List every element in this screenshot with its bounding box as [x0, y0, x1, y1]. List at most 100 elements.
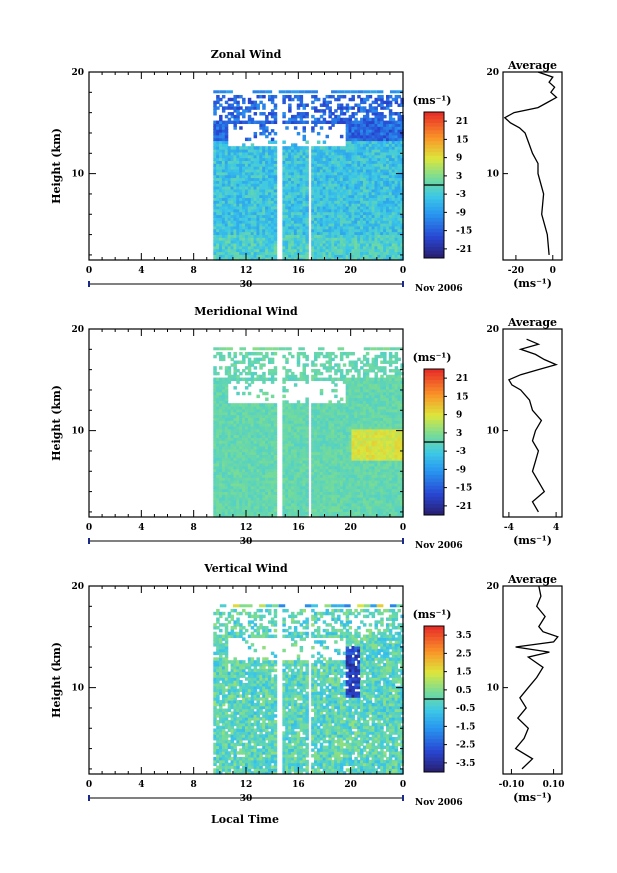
colorbar-tick-label: -3.5 [456, 759, 475, 769]
colorbar-segment [424, 203, 444, 208]
colorbar-segment [424, 500, 444, 505]
colorbar-segment [424, 644, 444, 649]
colorbar-segment [424, 115, 444, 120]
x-tick-label: 16 [292, 780, 305, 790]
profile-line [514, 585, 559, 770]
colorbar-segment [424, 445, 444, 450]
y-axis-label: Height (km) [50, 642, 63, 718]
colorbar-tick-label: 3 [456, 429, 462, 439]
colorbar-segment [424, 206, 444, 212]
x-tick-label: 8 [191, 266, 197, 276]
colorbar-segment [424, 398, 444, 403]
colorbar-tick-label: -15 [456, 484, 472, 494]
colorbar-segment [424, 427, 444, 432]
profile-x-tick-label: 0 [550, 266, 556, 276]
colorbar-segment [424, 126, 444, 131]
x-tick-label: 0 [400, 523, 406, 533]
colorbar-segment [424, 431, 444, 436]
y-tick-label: 10 [71, 684, 84, 694]
colorbar-segment [424, 677, 444, 682]
colorbar-segment [424, 474, 444, 479]
colorbar-segment [424, 485, 444, 490]
colorbar-segment [424, 706, 444, 711]
heatmap-cells [213, 604, 404, 775]
colorbar-tick-label: -21 [456, 502, 472, 512]
colorbar-segment [424, 724, 444, 729]
colorbar-segment [424, 379, 444, 385]
y-tick-label: 10 [71, 427, 84, 437]
colorbar-segment [424, 152, 444, 157]
colorbar-segment [424, 713, 444, 718]
x-tick-label: 12 [240, 523, 253, 533]
x-axis: 0 4 8 12 16 20 0 [86, 586, 406, 790]
profile-x-tick-label: -0.10 [499, 780, 525, 790]
x-tick-label: 0 [86, 266, 92, 276]
profile-unit: (ms⁻¹) [513, 534, 552, 547]
x-tick-label: 4 [138, 266, 144, 276]
colorbar-segment [424, 185, 444, 190]
colorbar-segment [424, 144, 444, 149]
colorbar-tick-label: 1.5 [456, 668, 472, 678]
colorbar-segment [424, 669, 444, 674]
colorbar-segment [424, 452, 444, 458]
colorbar-segment [424, 449, 444, 454]
colorbar-segment [424, 633, 444, 638]
x-tick-label: 0 [86, 523, 92, 533]
colorbar-segment [424, 731, 444, 736]
x-tick-label: 20 [344, 266, 357, 276]
colorbar-segment [424, 423, 444, 428]
colorbar-segment [424, 684, 444, 689]
heatmap-cells [213, 347, 404, 518]
date-label: Nov 2006 [415, 284, 463, 294]
colorbar-segment [424, 680, 444, 685]
x-tick-label: 8 [191, 780, 197, 790]
profile-frame [502, 328, 563, 518]
y-axis-label: Height (km) [50, 385, 63, 461]
colorbar-tick-label: -9 [456, 465, 466, 475]
colorbar-tick-label: -3 [456, 190, 466, 200]
colorbar-segment [424, 122, 444, 128]
colorbar-segment [424, 416, 444, 421]
colorbar-segment [424, 390, 444, 396]
colorbar-tick-label: 3.5 [456, 631, 472, 641]
x-axis: 0 4 8 12 16 20 0 [86, 72, 406, 276]
x-tick-label: 12 [240, 266, 253, 276]
y-tick-label: 20 [71, 68, 84, 78]
x-tick-label: 16 [292, 266, 305, 276]
y-tick-label: 20 [71, 325, 84, 335]
colorbar-segment [424, 369, 444, 374]
profile-unit: (ms⁻¹) [513, 277, 552, 290]
x-tick-label: 12 [240, 780, 253, 790]
panel-meridional-wind: Meridional Wind Height (km) 0 4 8 12 16 20 0 30 No… [50, 305, 563, 551]
colorbar-segment [424, 673, 444, 678]
colorbar-segment [424, 141, 444, 146]
colorbar-segment [424, 236, 444, 241]
colorbar-segment [424, 250, 444, 255]
colorbar-segment [424, 478, 444, 483]
colorbar-segment [424, 768, 444, 773]
colorbar-tick-label: -9 [456, 208, 466, 218]
date-axis: 30 Nov 2006 [88, 537, 463, 551]
colorbar-segment [424, 254, 444, 259]
colorbar-segment [424, 493, 444, 498]
colorbar-segment [424, 626, 444, 631]
colorbar-segment [424, 699, 444, 704]
colorbar-segment [424, 247, 444, 252]
colorbar-segment [424, 460, 444, 465]
x-tick-label: 16 [292, 523, 305, 533]
colorbar-segment [424, 217, 444, 222]
colorbar-segment [424, 702, 444, 707]
colorbar-segment [424, 720, 444, 726]
colorbar-segment [424, 489, 444, 494]
colorbar-tick-label: -15 [456, 227, 472, 237]
colorbar-segment [424, 629, 444, 634]
profile-line [503, 71, 558, 255]
colorbar-segment [424, 471, 444, 476]
colorbar-segment [424, 243, 444, 248]
profile-x-tick-label: -20 [508, 266, 524, 276]
colorbar-segment [424, 188, 444, 193]
colorbar-segment [424, 709, 444, 715]
date-label: Nov 2006 [415, 798, 463, 808]
day-label: 30 [240, 537, 253, 547]
panel-title: Vertical Wind [203, 562, 288, 575]
